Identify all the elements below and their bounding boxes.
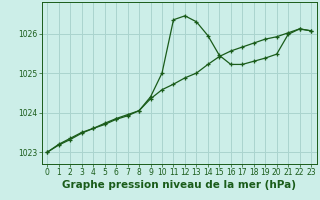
X-axis label: Graphe pression niveau de la mer (hPa): Graphe pression niveau de la mer (hPa) (62, 180, 296, 190)
